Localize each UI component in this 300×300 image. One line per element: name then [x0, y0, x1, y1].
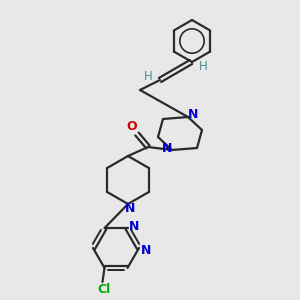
Text: N: N: [162, 142, 172, 155]
Text: H: H: [199, 59, 207, 73]
Text: N: N: [125, 202, 135, 215]
Text: O: O: [127, 121, 137, 134]
Text: Cl: Cl: [97, 284, 110, 296]
Text: H: H: [144, 70, 152, 83]
Text: N: N: [188, 109, 198, 122]
Text: N: N: [129, 220, 140, 232]
Text: N: N: [141, 244, 151, 256]
